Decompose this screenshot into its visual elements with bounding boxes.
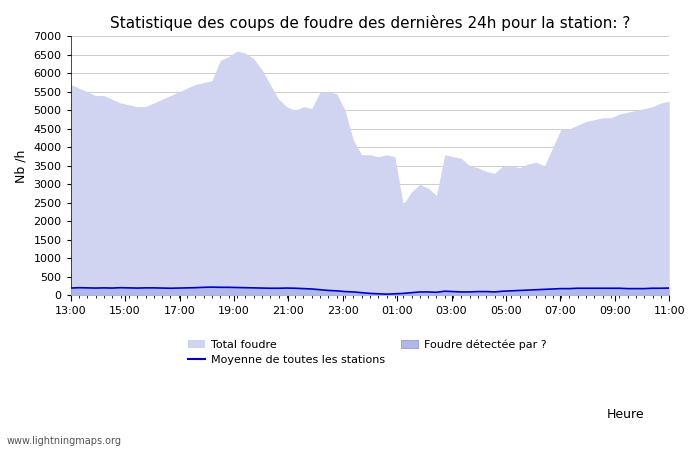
Title: Statistique des coups de foudre des dernières 24h pour la station: ?: Statistique des coups de foudre des dern… [110,15,630,31]
Legend: Total foudre, Moyenne de toutes les stations, Foudre détectée par ?: Total foudre, Moyenne de toutes les stat… [184,335,551,369]
Text: www.lightningmaps.org: www.lightningmaps.org [7,436,122,446]
Y-axis label: Nb /h: Nb /h [15,149,28,183]
Text: Heure: Heure [606,409,644,422]
